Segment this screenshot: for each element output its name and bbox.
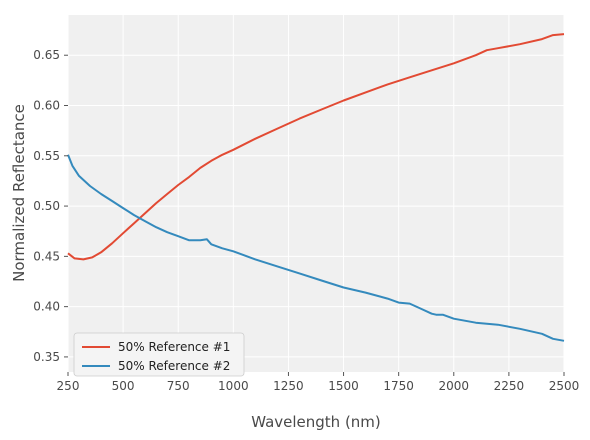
y-axis-label: Normalized Reflectance [10,104,28,282]
series-line-reference-1 [67,33,565,261]
x-tick-label: 250 [57,379,80,393]
y-tick-label: 0.60 [33,99,60,113]
x-tick-label: 1250 [273,379,304,393]
legend-box [73,332,245,377]
x-axis-ticks: 250 500 750 1000 1250 1500 1750 2000 2250 2500 [57,372,580,393]
x-tick-label: 500 [112,379,135,393]
legend-label-reference-2: 50% Reference #2 [118,359,230,373]
y-tick-label: 0.45 [33,249,60,263]
x-tick-label: 750 [167,379,190,393]
y-tick-label: 0.35 [33,350,60,364]
legend-label-reference-1: 50% Reference #1 [118,340,230,354]
y-tick-label: 0.65 [33,48,60,62]
x-tick-label: 2500 [549,379,580,393]
series-lines [67,33,565,342]
y-tick-label: 0.50 [33,199,60,213]
y-tick-label: 0.40 [33,300,60,314]
y-axis-ticks: 0.35 0.40 0.45 0.50 0.55 0.60 0.65 [33,48,68,364]
x-tick-label: 2000 [439,379,470,393]
x-axis-label: Wavelength (nm) [251,413,381,431]
series-line-reference-2 [67,154,565,342]
y-tick-label: 0.55 [33,149,60,163]
x-tick-label: 1000 [218,379,249,393]
x-tick-label: 1750 [383,379,414,393]
plot-background [68,15,564,372]
x-tick-label: 2250 [494,379,525,393]
legend: 50% Reference #1 50% Reference #2 [73,332,245,377]
x-tick-label: 1500 [328,379,359,393]
